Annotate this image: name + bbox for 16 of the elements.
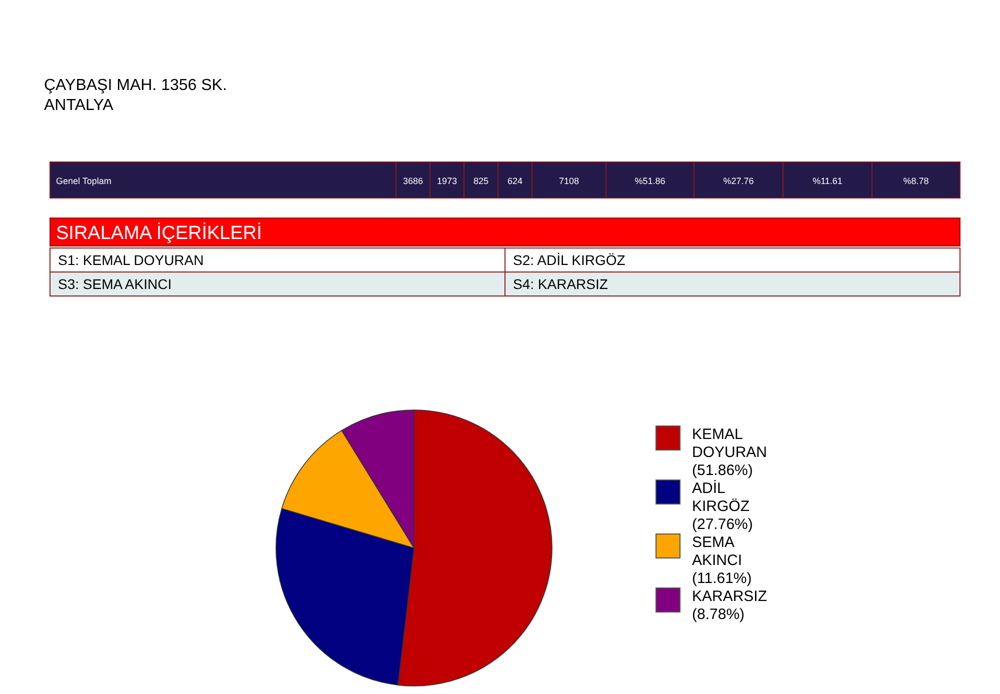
totals-table-row: Genel Toplam 3686 1973 825 624 7108 %51.86 %27.76 %11.61 %8.78	[50, 162, 960, 198]
legend-label: KEMAL DOYURAN	[692, 426, 768, 461]
text: ANTALYA	[44, 97, 114, 114]
legend-label: SEMA AKINCI	[692, 534, 742, 569]
legend-label: KARARSIZ	[692, 588, 768, 605]
table-heading: SIRALAMA İÇERİKLERİ	[50, 218, 960, 246]
data-label: (11.61%)	[692, 570, 752, 587]
text: ÇAYBAŞI MAH. 1356 SK.	[44, 77, 227, 94]
data-label: (27.76%)	[692, 516, 753, 533]
table-cell: S3: SEMA AKINCI	[50, 272, 506, 296]
data-label: (51.86%)	[692, 462, 753, 479]
table-cell: S4: KARARSIZ	[504, 272, 960, 296]
legend-label: ADİL KIRGÖZ	[692, 479, 750, 515]
table-cell: S2: ADİL KIRGÖZ	[504, 248, 960, 272]
table-cell: S1: KEMAL DOYURAN	[50, 248, 506, 272]
data-label: (8.78%)	[692, 606, 745, 623]
